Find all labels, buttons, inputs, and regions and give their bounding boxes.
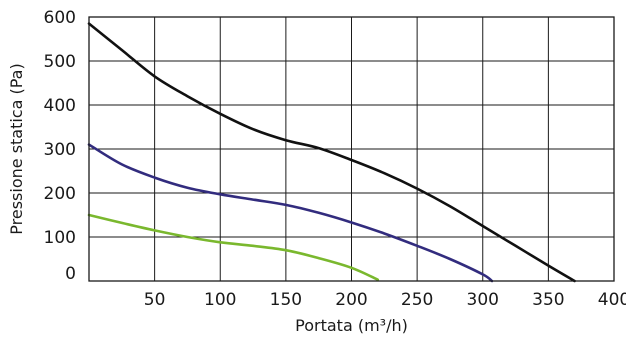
y-tick-label: 400 (44, 96, 76, 116)
y-tick-label: 100 (44, 228, 76, 248)
series-line-3 (87, 213, 380, 281)
x-tick-label: 150 (270, 290, 302, 310)
x-tick-label: 400 (598, 290, 626, 310)
y-tick-labels: 0 100 200 300 400 500 600 (44, 8, 76, 284)
x-axis-title: Portata (m³/h) (295, 316, 408, 335)
y-tick-label: 600 (44, 8, 76, 28)
y-tick-label: 500 (44, 52, 76, 72)
grid (89, 16, 615, 282)
series-line-1 (87, 22, 576, 283)
x-tick-label: 350 (532, 290, 564, 310)
y-tick-label: 200 (44, 184, 76, 204)
plot-frame (88, 16, 615, 282)
x-tick-label: 100 (204, 290, 236, 310)
x-tick-label: 250 (401, 290, 433, 310)
series-lines (87, 22, 576, 283)
y-axis-title: Pressione statica (Pa) (7, 63, 26, 234)
x-tick-label: 200 (335, 290, 367, 310)
y-tick-label: 0 (65, 264, 76, 284)
x-tick-label: 50 (144, 290, 166, 310)
x-tick-labels: 50 100 150 200 250 300 350 400 (144, 290, 626, 310)
y-tick-label: 300 (44, 140, 76, 160)
series-line-2 (87, 143, 494, 283)
x-tick-label: 300 (467, 290, 499, 310)
